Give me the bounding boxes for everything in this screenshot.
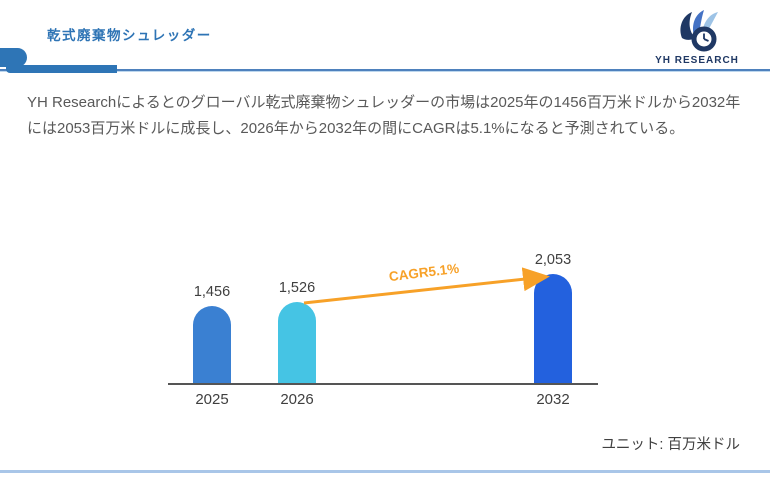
company-logo: YH RESEARCH xyxy=(642,8,752,66)
unit-label: ユニット: 百万米ドル xyxy=(601,437,740,453)
header-divider-line-light xyxy=(0,71,770,72)
bar-group-2032: 2,053 xyxy=(518,252,588,383)
bar-group-2025: 1,456 xyxy=(177,284,247,383)
bar-chart: 1,456 1,526 2,053 xyxy=(168,248,598,385)
bar-value-label: 2,053 xyxy=(534,252,572,268)
footer-divider-line xyxy=(0,470,770,473)
bar-2025 xyxy=(193,306,231,383)
x-axis-label-2026: 2026 xyxy=(280,391,314,408)
yh-research-logo-icon xyxy=(680,10,718,52)
logo-brand-text: YH RESEARCH xyxy=(655,55,739,66)
page-title: 乾式廃棄物シュレッダー xyxy=(47,28,212,43)
header-divider-line xyxy=(0,69,770,71)
market-summary-text: YH Researchによるとのグローバル乾式廃棄物シュレッダーの市場は2025… xyxy=(27,94,741,137)
bar-2032 xyxy=(534,274,572,383)
header-underline-bar xyxy=(6,65,117,73)
bar-2026 xyxy=(278,302,316,383)
bar-group-2026: 1,526 xyxy=(262,280,332,383)
x-axis-label-2032: 2032 xyxy=(536,391,570,408)
header-tab-decoration xyxy=(0,48,27,67)
bar-value-label: 1,456 xyxy=(193,284,231,300)
x-axis-label-2025: 2025 xyxy=(195,391,229,408)
bar-value-label: 1,526 xyxy=(278,280,316,296)
